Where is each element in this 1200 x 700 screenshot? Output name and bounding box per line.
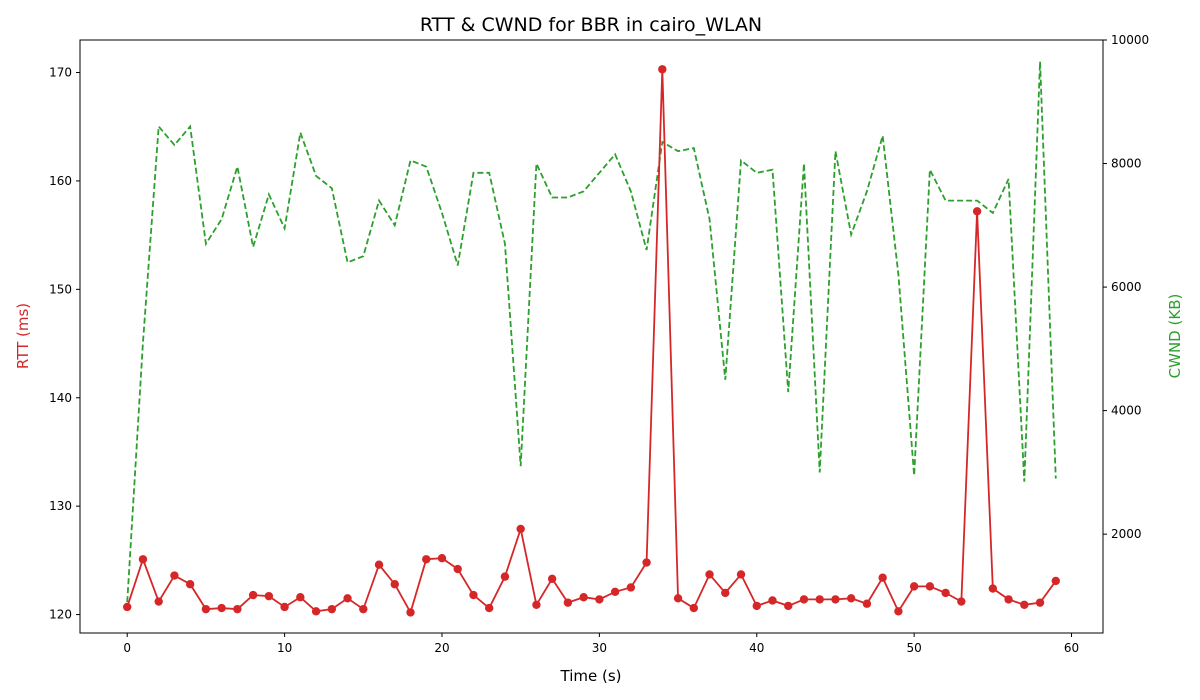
rtt-point xyxy=(595,595,604,604)
y-tick-label-right: 10000 xyxy=(1111,33,1149,47)
x-tick-label: 60 xyxy=(1064,641,1079,655)
rtt-point xyxy=(123,602,132,612)
rtt-point xyxy=(846,594,856,603)
x-tick-label: 30 xyxy=(592,641,607,655)
cwnd-series xyxy=(126,61,1057,603)
x-tick-label: 40 xyxy=(749,641,764,655)
rtt-point xyxy=(217,603,226,613)
rtt-point xyxy=(768,596,777,605)
rtt-point xyxy=(485,603,494,613)
rtt-point xyxy=(390,580,399,589)
rtt-point xyxy=(406,608,415,617)
rtt-point xyxy=(248,590,258,600)
rtt-point xyxy=(815,595,824,604)
rtt-point xyxy=(201,604,211,614)
rtt-point xyxy=(878,573,887,582)
rtt-point xyxy=(547,574,557,583)
y-tick-label-left: 150 xyxy=(49,282,72,296)
rtt-point xyxy=(972,207,982,216)
rtt-point xyxy=(736,570,746,579)
rtt-point xyxy=(831,595,840,604)
x-tick-label: 10 xyxy=(277,641,292,655)
rtt-point xyxy=(988,584,998,593)
rtt-point xyxy=(957,597,966,606)
x-axis-label: Time (s) xyxy=(560,667,622,685)
rtt-point xyxy=(705,570,714,579)
plot-frame xyxy=(79,39,1104,634)
rtt-point xyxy=(658,65,667,74)
rtt-point xyxy=(909,582,919,591)
y-tick-label-right: 2000 xyxy=(1111,527,1142,541)
rtt-point xyxy=(233,604,242,614)
rtt-point xyxy=(311,607,321,616)
rtt-point xyxy=(469,590,478,600)
rtt-point xyxy=(579,593,588,602)
rtt-point xyxy=(862,599,872,608)
rtt-point xyxy=(170,571,179,580)
rtt-point xyxy=(154,597,163,606)
rtt-point xyxy=(327,604,337,614)
rtt-point xyxy=(799,595,809,604)
rtt-point xyxy=(359,604,368,614)
rtt-point xyxy=(1004,595,1013,604)
rtt-point xyxy=(1020,600,1029,610)
rtt-point xyxy=(516,524,525,534)
y-tick-label-left: 170 xyxy=(49,66,72,80)
y-tick-label-left: 120 xyxy=(49,608,72,622)
x-tick-label: 0 xyxy=(123,641,131,655)
cwnd-line xyxy=(126,61,1057,603)
x-tick-label: 50 xyxy=(906,641,921,655)
y-tick-label-left: 160 xyxy=(49,174,72,188)
rtt-point xyxy=(752,601,761,611)
axes: 0 10 20 30 40 50 60 120 130 140 150 160 170 2000 4000 6… xyxy=(49,33,1149,655)
rtt-point xyxy=(784,601,793,611)
rtt-point xyxy=(894,607,903,616)
x-tick-label: 20 xyxy=(434,641,449,655)
rtt-point xyxy=(689,603,698,613)
y-axis-label-left: RTT (ms) xyxy=(14,303,32,369)
y-axis-label-right: CWND (KB) xyxy=(1166,294,1184,379)
rtt-point xyxy=(626,583,636,592)
rtt-line xyxy=(126,69,1057,615)
rtt-point xyxy=(453,564,462,574)
y-tick-label-right: 4000 xyxy=(1111,404,1142,418)
rtt-point xyxy=(296,593,305,602)
rtt-point xyxy=(941,588,950,598)
rtt-point xyxy=(500,572,510,581)
rtt-point xyxy=(1051,576,1060,586)
rtt-point xyxy=(280,602,289,612)
rtt-point xyxy=(925,582,935,591)
y-tick-label-left: 140 xyxy=(49,391,72,405)
rtt-point xyxy=(264,591,274,601)
rtt-point xyxy=(532,600,541,610)
rtt-point xyxy=(138,555,148,564)
rtt-point xyxy=(437,554,447,563)
y-tick-label-right: 8000 xyxy=(1111,157,1142,171)
rtt-point xyxy=(374,560,384,569)
rtt-point xyxy=(642,558,651,567)
rtt-point xyxy=(563,598,573,607)
rtt-point xyxy=(610,587,620,596)
rtt-point xyxy=(185,580,195,589)
y-tick-label-right: 6000 xyxy=(1111,280,1142,294)
rtt-point xyxy=(1035,598,1045,607)
rtt-series xyxy=(123,65,1060,617)
rtt-point xyxy=(673,594,683,603)
rtt-point xyxy=(422,555,431,564)
chart-title: RTT & CWND for BBR in cairo_WLAN xyxy=(420,14,762,36)
rtt-point xyxy=(343,594,352,603)
y-tick-label-left: 130 xyxy=(49,499,72,513)
rtt-point xyxy=(721,588,730,598)
